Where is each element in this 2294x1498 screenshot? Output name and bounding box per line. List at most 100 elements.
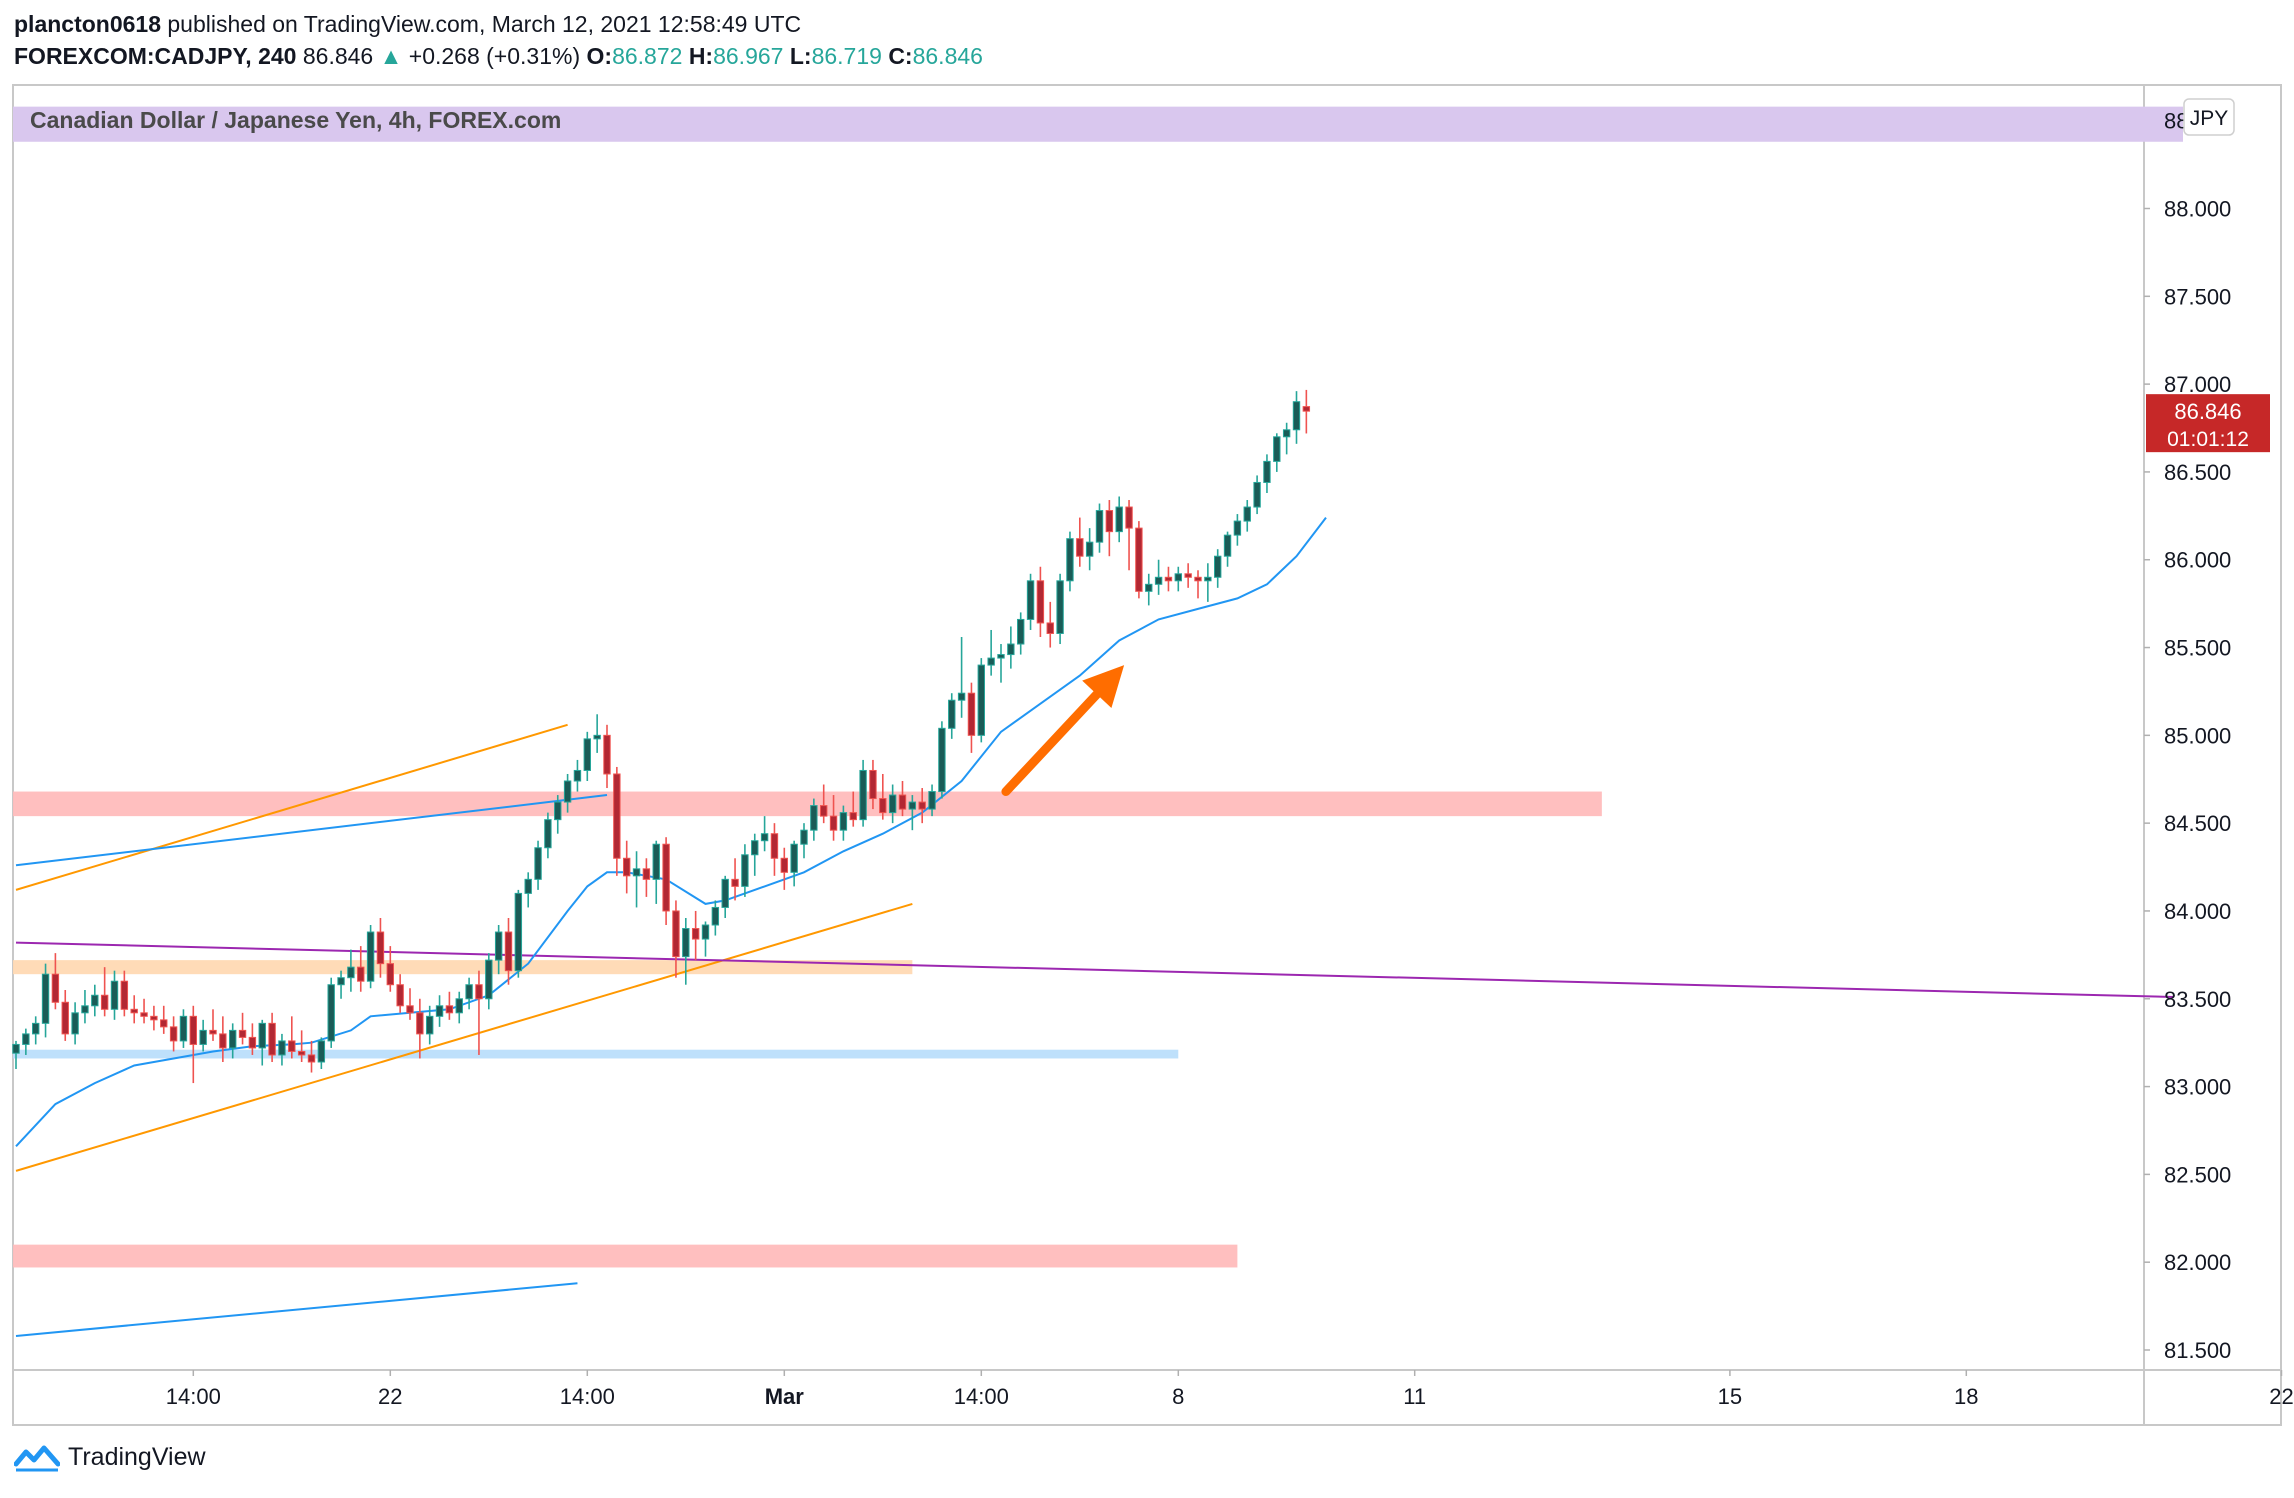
candle-body [760,833,769,842]
candle [1214,549,1222,588]
blue-zone [13,1049,1179,1059]
blue-trendline [15,794,608,867]
candle-body [169,1026,178,1042]
time-tick-label: 8 [1172,1384,1184,1409]
candle-body [603,734,611,775]
purple-trendline [15,941,2174,999]
price-tick-label: 85.000 [2164,723,2231,748]
candle [1046,601,1054,648]
candle-body [957,692,966,701]
price-tick-label: 84.000 [2164,899,2231,924]
candle-body [652,843,660,880]
candle [1273,433,1281,472]
candle-body [366,931,375,982]
candle [938,721,946,799]
candle-body [820,805,828,817]
candle-body [81,1005,89,1014]
candle-body [682,928,690,958]
candle [189,1005,198,1084]
author-name[interactable]: plancton0618 [14,11,161,37]
time-tick-label: 18 [1954,1384,1978,1409]
candle [455,991,463,1024]
candle [957,637,966,718]
candle [120,970,129,1017]
candle-body [179,1015,188,1042]
candle-body [435,1005,444,1017]
candle [445,991,454,1020]
candle [632,851,641,908]
candle-body [938,727,946,793]
purple-zone [13,106,2183,142]
candle-body [1095,510,1104,543]
publish-text: published on TradingView.com, March 12, … [161,11,802,37]
footer-brand[interactable]: TradingView [68,1442,206,1471]
candle [603,724,611,789]
price-tag-value: 86.846 [2174,399,2241,424]
candle [1066,531,1074,592]
candle [810,798,818,841]
price-tick-label: 81.500 [2164,1338,2231,1363]
chart-frame [12,84,2282,1426]
candle [1135,521,1143,599]
candle-body [1194,576,1202,582]
candle [613,766,621,876]
chart-title: Canadian Dollar / Japanese Yen, 4h, FORE… [30,107,561,133]
price-tick-label: 87.000 [2164,372,2231,397]
candle [416,998,424,1059]
time-axis[interactable]: 14:00 22 14:00 Mar 14:00 8 11 15 18 22 [166,1370,2294,1409]
candle [160,1005,168,1034]
candle-body [199,1029,207,1045]
time-tick-label: 11 [1403,1384,1426,1409]
candle-body [130,1008,138,1014]
candle [1007,626,1015,669]
candle [544,812,552,859]
candle [554,795,562,834]
candle-body [1204,576,1212,582]
candle [1085,528,1094,571]
candle-body [1085,541,1094,557]
candle-body [475,984,483,1000]
candle [780,847,788,890]
price-tag: 86.846 01:01:12 [2146,394,2270,453]
candle-body [632,868,641,877]
candle [829,795,838,841]
tradingview-logo-icon[interactable] [14,1442,60,1472]
candle-body [140,1012,148,1017]
time-tick-label: 15 [1718,1384,1742,1409]
candle-body [1243,506,1251,522]
candle-body [91,994,99,1007]
candle [977,658,985,743]
candle-body [563,780,572,803]
candle-body [1233,520,1242,536]
price-tick-label: 83.500 [2164,987,2231,1012]
candle [839,805,848,841]
price-tick-label: 82.000 [2164,1250,2231,1275]
candle-body [110,980,119,1010]
high-label: H: [688,43,714,69]
candle-body [1017,618,1025,645]
publish-info: plancton0618 published on TradingView.co… [14,8,983,40]
candle-body [514,892,523,972]
candle [278,1033,286,1066]
candle [32,1016,40,1045]
candle [357,946,365,992]
up-triangle-icon: ▲ [379,43,403,69]
candle [435,995,444,1027]
price-axis[interactable]: 81.500 82.000 82.500 83.000 83.500 84.000 84.5… [2144,109,2231,1363]
currency-badge[interactable]: JPY [2183,98,2235,136]
candle-body [554,801,562,821]
candle-body [1076,538,1084,557]
candle-body [376,931,385,965]
candle [563,773,572,813]
channel-lower-line [15,902,913,1172]
open-label: O: [586,43,613,69]
candle [888,784,897,824]
symbol-label[interactable]: FOREXCOM:CADJPY, 240 [14,43,297,69]
candle-body [524,878,532,894]
candle-body [51,973,60,1003]
candle [169,1016,178,1052]
candle [475,970,483,1055]
candle [229,1023,237,1059]
candle [51,953,60,1010]
